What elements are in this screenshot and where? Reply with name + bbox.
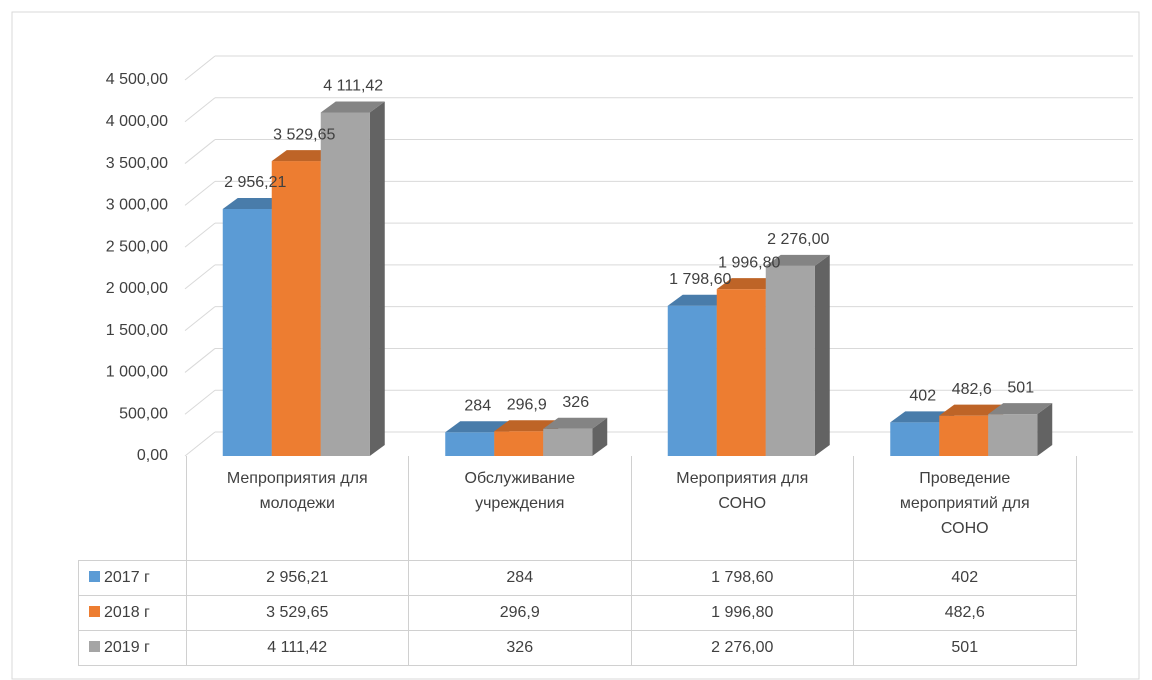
category-label: Мероприятия для СОНО (630, 456, 854, 561)
data-label: 4 111,42 (323, 78, 383, 95)
bar (445, 432, 495, 456)
bar-top (988, 403, 1053, 415)
grid-line-side (184, 139, 216, 164)
bar (667, 305, 717, 456)
y-tick-label: 500,00 (119, 405, 168, 422)
grid-line-side (184, 222, 216, 248)
bar (939, 415, 989, 456)
bar-top (543, 417, 608, 429)
table-row: 2019 г 4 111,42 326 2 276,00 501 (78, 629, 1077, 666)
bar-side (592, 417, 608, 456)
bar-top (494, 420, 559, 432)
data-label: 1 996,80 (718, 254, 780, 271)
legend-label: 2018 г (104, 603, 150, 621)
bar (988, 414, 1038, 456)
table-row: 2017 г 2 956,21 284 1 798,60 402 (78, 559, 1077, 596)
bar-top (890, 411, 955, 423)
grid-line-side (184, 389, 216, 415)
grid-line-side (184, 431, 216, 457)
table-cell: 296,9 (408, 594, 632, 631)
table-cell: 482,6 (853, 594, 1077, 631)
bar (494, 431, 544, 456)
data-label: 296,9 (507, 396, 547, 413)
grid-line-side (184, 348, 216, 373)
bar-side (1037, 403, 1053, 456)
bar-top (765, 254, 830, 266)
data-label: 1 798,60 (669, 271, 731, 288)
data-label: 2 956,21 (224, 174, 286, 191)
data-label: 402 (909, 388, 936, 405)
bar (222, 208, 272, 456)
legend-cell: 2018 г (78, 594, 187, 631)
data-label: 3 529,65 (273, 126, 335, 143)
bar-top (667, 294, 732, 306)
legend-swatch (89, 605, 100, 617)
grid-line-side (184, 97, 216, 123)
legend-label: 2019 г (104, 638, 150, 656)
legend-cell: 2019 г (78, 629, 187, 666)
bar-side (369, 101, 385, 456)
bar (716, 289, 766, 456)
category-label: Проведение мероприятий для СОНО (853, 456, 1077, 561)
y-tick-label: 3 000,00 (106, 197, 168, 214)
category-label: Мепроприятия для молодежи (185, 456, 409, 561)
data-table: Мепроприятия для молодежи Обслуживание уч… (78, 456, 1077, 666)
bar (271, 161, 321, 457)
grid-line-side (184, 306, 216, 332)
bar-side (814, 254, 830, 456)
legend-swatch (89, 640, 100, 652)
y-tick-label: 2 500,00 (106, 238, 168, 255)
y-tick-label: 4 500,00 (106, 71, 168, 88)
y-tick-label: 1 000,00 (106, 364, 168, 381)
table-cell: 4 111,42 (185, 629, 409, 666)
bar-top (271, 150, 336, 162)
bar-top (939, 404, 1004, 416)
y-tick-label: 1 500,00 (106, 322, 168, 339)
bar-top (320, 101, 385, 113)
bar (890, 422, 940, 456)
y-tick-label: 3 500,00 (106, 155, 168, 172)
table-cell: 1 996,80 (630, 594, 854, 631)
table-cell: 3 529,65 (185, 594, 409, 631)
table-header-row: Мепроприятия для молодежи Обслуживание уч… (79, 456, 1077, 561)
table-corner (79, 456, 187, 560)
data-label: 2 276,00 (767, 231, 829, 248)
category-label: Обслуживание учреждения (408, 456, 632, 561)
chart-border (11, 11, 1140, 680)
table-cell: 1 798,60 (630, 559, 854, 596)
grid-line-side (184, 180, 216, 206)
data-label: 284 (464, 397, 491, 414)
table-cell: 402 (853, 559, 1077, 596)
table-row: 2018 г 3 529,65 296,9 1 996,80 482,6 (78, 594, 1077, 631)
bar-top (445, 421, 510, 433)
bar (765, 265, 815, 456)
bar (543, 428, 593, 456)
legend-label: 2017 г (104, 568, 150, 586)
y-tick-label: 2 000,00 (106, 280, 168, 297)
legend-swatch (89, 570, 100, 582)
data-label: 501 (1007, 379, 1034, 396)
y-tick-label: 0,00 (137, 447, 168, 464)
table-cell: 501 (853, 629, 1077, 666)
legend-cell: 2017 г (78, 559, 187, 596)
bar-top (222, 197, 287, 209)
grid-line-side (184, 55, 216, 81)
y-tick-label: 4 000,00 (106, 113, 168, 130)
table-cell: 2 276,00 (630, 629, 854, 666)
table-cell: 2 956,21 (185, 559, 409, 596)
data-label: 326 (562, 394, 589, 411)
table-cell: 326 (408, 629, 632, 666)
grid-line-side (184, 264, 216, 290)
bar (320, 112, 370, 456)
table-cell: 284 (408, 559, 632, 596)
bar-top (716, 278, 781, 290)
data-label: 482,6 (952, 381, 992, 398)
